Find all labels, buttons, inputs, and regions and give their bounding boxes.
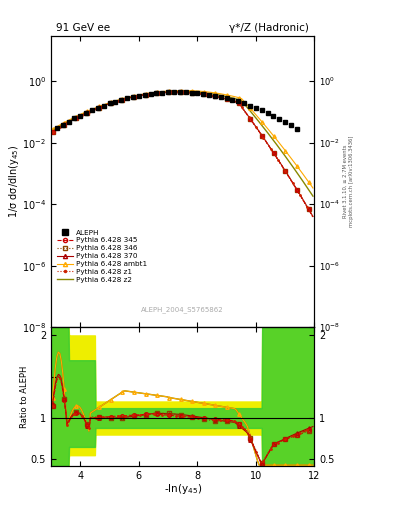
Text: γ*/Z (Hadronic): γ*/Z (Hadronic) xyxy=(229,23,309,33)
Y-axis label: Rivet 3.1.10, ≥ 2.7M events
mcplots.cern.ch [arXiv:1306.3436]: Rivet 3.1.10, ≥ 2.7M events mcplots.cern… xyxy=(343,136,354,227)
Text: 91 GeV ee: 91 GeV ee xyxy=(56,23,110,33)
Y-axis label: 1/σ dσ/dln(y$_{45}$): 1/σ dσ/dln(y$_{45}$) xyxy=(7,145,21,218)
Y-axis label: Ratio to ALEPH: Ratio to ALEPH xyxy=(20,366,29,428)
Legend: ALEPH, Pythia 6.428 345, Pythia 6.428 346, Pythia 6.428 370, Pythia 6.428 ambt1,: ALEPH, Pythia 6.428 345, Pythia 6.428 34… xyxy=(57,229,147,283)
Text: ALEPH_2004_S5765862: ALEPH_2004_S5765862 xyxy=(141,306,224,313)
X-axis label: -ln(y$_{45}$): -ln(y$_{45}$) xyxy=(163,482,202,496)
